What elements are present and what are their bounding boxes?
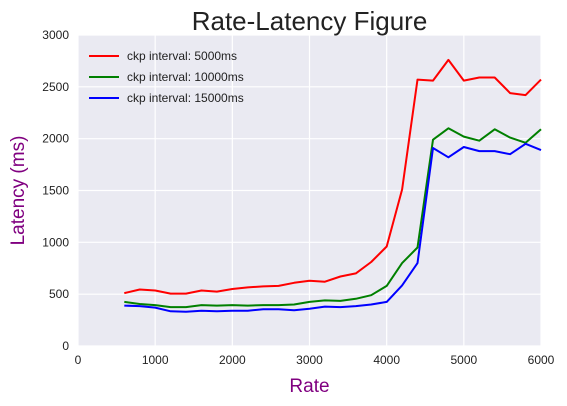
y-tick-label: 1500	[42, 184, 69, 198]
legend-label-1: ckp interval: 5000ms	[127, 49, 237, 63]
y-tick-label: 2500	[42, 80, 69, 94]
x-tick-label: 2000	[219, 353, 246, 367]
y-axis-label: Latency (ms)	[8, 136, 29, 246]
legend: ckp interval: 5000ms ckp interval: 10000m…	[89, 49, 244, 105]
y-tick-label: 2000	[42, 132, 69, 146]
grid-lines	[77, 34, 542, 347]
series-line-3	[124, 142, 542, 313]
series-lines	[124, 58, 542, 313]
series-line-1	[124, 58, 542, 295]
x-tick-label: 0	[75, 353, 82, 367]
x-tick-label: 1000	[142, 353, 169, 367]
legend-label-3: ckp interval: 15000ms	[127, 91, 244, 105]
y-tick-labels: 0 500 1000 1500 2000 2500 3000	[42, 28, 69, 353]
x-tick-label: 5000	[450, 353, 477, 367]
y-tick-label: 3000	[42, 28, 69, 42]
y-tick-label: 1000	[42, 235, 69, 249]
y-tick-label: 0	[62, 339, 69, 353]
x-axis-label: Rate	[289, 376, 329, 397]
chart-title: Rate-Latency Figure	[192, 6, 428, 36]
x-tick-label: 6000	[528, 353, 555, 367]
x-tick-label: 3000	[296, 353, 323, 367]
series-line-2	[124, 127, 542, 309]
legend-label-2: ckp interval: 10000ms	[127, 70, 244, 84]
y-tick-label: 500	[49, 287, 69, 301]
x-tick-labels: 0 1000 2000 3000 4000 5000 6000	[75, 353, 555, 367]
x-tick-label: 4000	[373, 353, 400, 367]
